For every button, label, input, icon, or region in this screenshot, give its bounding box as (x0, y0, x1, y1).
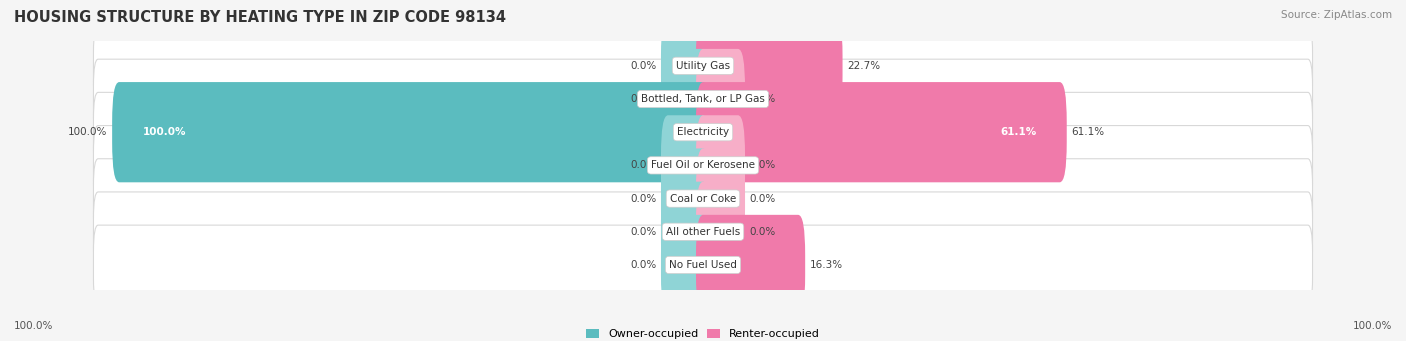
FancyBboxPatch shape (696, 16, 842, 116)
Text: Source: ZipAtlas.com: Source: ZipAtlas.com (1281, 10, 1392, 20)
Legend: Owner-occupied, Renter-occupied: Owner-occupied, Renter-occupied (586, 329, 820, 339)
Text: 0.0%: 0.0% (630, 227, 657, 237)
FancyBboxPatch shape (93, 159, 1313, 238)
FancyBboxPatch shape (112, 82, 710, 182)
Text: 61.1%: 61.1% (1000, 127, 1036, 137)
Text: 0.0%: 0.0% (749, 194, 776, 204)
Text: All other Fuels: All other Fuels (666, 227, 740, 237)
FancyBboxPatch shape (661, 115, 710, 216)
FancyBboxPatch shape (696, 215, 806, 315)
Text: 0.0%: 0.0% (630, 94, 657, 104)
Text: 100.0%: 100.0% (67, 127, 107, 137)
FancyBboxPatch shape (93, 225, 1313, 305)
FancyBboxPatch shape (93, 125, 1313, 205)
Text: 100.0%: 100.0% (142, 127, 186, 137)
Text: 61.1%: 61.1% (1071, 127, 1105, 137)
FancyBboxPatch shape (696, 182, 745, 282)
Text: 22.7%: 22.7% (848, 61, 880, 71)
FancyBboxPatch shape (93, 59, 1313, 139)
FancyBboxPatch shape (661, 215, 710, 315)
FancyBboxPatch shape (93, 92, 1313, 172)
FancyBboxPatch shape (93, 26, 1313, 106)
Text: 0.0%: 0.0% (749, 94, 776, 104)
FancyBboxPatch shape (661, 49, 710, 149)
Text: 0.0%: 0.0% (749, 227, 776, 237)
Text: No Fuel Used: No Fuel Used (669, 260, 737, 270)
Text: Electricity: Electricity (676, 127, 730, 137)
FancyBboxPatch shape (696, 82, 1067, 182)
FancyBboxPatch shape (661, 16, 710, 116)
FancyBboxPatch shape (661, 182, 710, 282)
FancyBboxPatch shape (93, 192, 1313, 271)
Text: 0.0%: 0.0% (749, 160, 776, 170)
Text: Utility Gas: Utility Gas (676, 61, 730, 71)
FancyBboxPatch shape (696, 49, 745, 149)
Text: 0.0%: 0.0% (630, 160, 657, 170)
Text: 16.3%: 16.3% (810, 260, 844, 270)
Text: Bottled, Tank, or LP Gas: Bottled, Tank, or LP Gas (641, 94, 765, 104)
FancyBboxPatch shape (661, 148, 710, 249)
Text: Coal or Coke: Coal or Coke (669, 194, 737, 204)
FancyBboxPatch shape (696, 148, 745, 249)
FancyBboxPatch shape (696, 115, 745, 216)
Text: 100.0%: 100.0% (1353, 321, 1392, 331)
Text: HOUSING STRUCTURE BY HEATING TYPE IN ZIP CODE 98134: HOUSING STRUCTURE BY HEATING TYPE IN ZIP… (14, 10, 506, 25)
Text: 100.0%: 100.0% (14, 321, 53, 331)
Text: 0.0%: 0.0% (630, 61, 657, 71)
Text: 0.0%: 0.0% (630, 194, 657, 204)
Text: Fuel Oil or Kerosene: Fuel Oil or Kerosene (651, 160, 755, 170)
Text: 0.0%: 0.0% (630, 260, 657, 270)
